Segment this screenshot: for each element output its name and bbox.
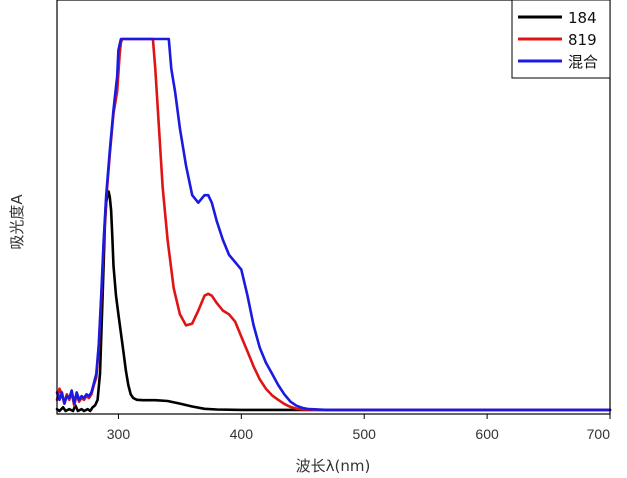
x-tick-label: 600 xyxy=(475,426,499,442)
series-line-3 xyxy=(55,37,612,412)
x-axis-title: 波长λ(nm) xyxy=(296,457,371,475)
legend: 184 819 混合 xyxy=(511,0,611,79)
legend-label: 819 xyxy=(568,31,597,49)
series-layer xyxy=(55,37,612,413)
legend-label: 184 xyxy=(568,9,597,27)
x-axis-ticks: 300 400 500 600 700 xyxy=(107,414,611,442)
y-axis-title: 吸光度A xyxy=(8,194,26,250)
series-line-1 xyxy=(55,190,612,413)
x-tick-label: 400 xyxy=(230,426,254,442)
plot-frame xyxy=(56,0,611,415)
series-line-2 xyxy=(55,37,612,412)
legend-label: 混合 xyxy=(568,53,598,71)
x-tick-label: 300 xyxy=(107,426,131,442)
x-tick-label: 700 xyxy=(587,426,611,442)
x-tick-label: 500 xyxy=(353,426,377,442)
